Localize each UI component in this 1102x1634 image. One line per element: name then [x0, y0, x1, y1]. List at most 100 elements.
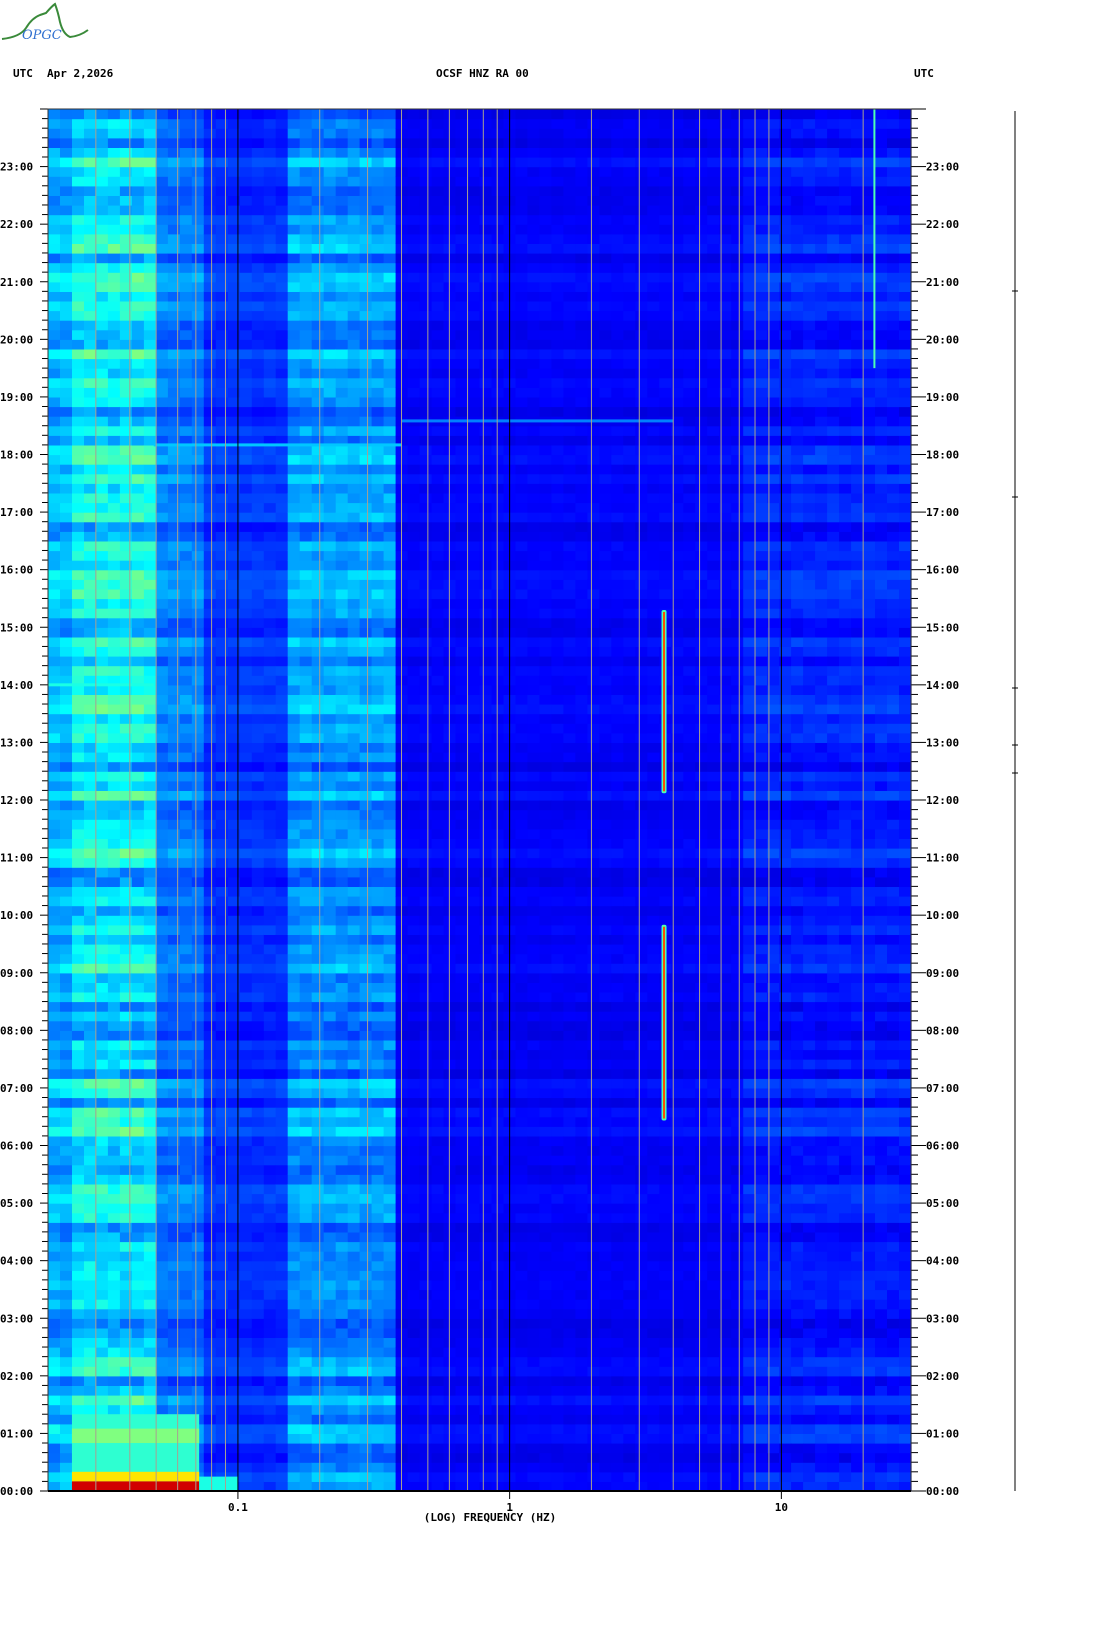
spectrogram-cell: [227, 569, 241, 580]
spectrogram-cell: [119, 963, 133, 974]
spectrogram-cell: [407, 483, 421, 494]
spectrogram-cell: [167, 1395, 181, 1406]
spectrogram-cell: [72, 195, 85, 206]
spectrogram-cell: [95, 732, 109, 743]
spectrogram-cell: [72, 1193, 85, 1204]
spectrogram-cell: [60, 492, 73, 504]
spectrogram-cell: [311, 1318, 325, 1329]
spectrogram-cell: [323, 1260, 337, 1271]
spectrogram-cell: [239, 483, 253, 494]
spectrogram-cell: [359, 1375, 373, 1386]
spectrogram-cell: [275, 1097, 289, 1108]
spectrogram-cell: [347, 1212, 361, 1223]
spectrogram-cell: [131, 780, 145, 791]
spectrogram-cell: [275, 1270, 289, 1281]
spectrogram-cell: [95, 684, 109, 695]
spectrogram-cell: [419, 396, 433, 408]
spectrogram-cell: [335, 1299, 349, 1310]
spectrogram-cell: [419, 1366, 433, 1377]
spectrogram-cell: [227, 176, 241, 187]
spectrogram-cell: [191, 224, 205, 235]
spectrogram-cell: [263, 1193, 277, 1204]
spectrogram-cell: [299, 1347, 313, 1358]
spectrogram-cell: [203, 1231, 217, 1243]
spectrogram-cell: [239, 406, 253, 417]
spectrogram-cell: [239, 1471, 253, 1482]
spectrogram-cell: [143, 1299, 157, 1310]
spectrogram-cell: [371, 1193, 385, 1204]
spectrogram-cell: [60, 444, 73, 456]
spectrogram-cell: [419, 694, 433, 705]
spectrogram-cell: [251, 972, 265, 983]
spectrogram-cell: [359, 963, 373, 974]
spectrogram-cell: [143, 281, 157, 292]
spectrogram-cell: [107, 684, 121, 695]
spectrogram-cell: [143, 1404, 157, 1415]
spectrogram-cell: [215, 109, 229, 120]
spectrogram-cell: [167, 1222, 181, 1233]
spectrogram-cell: [107, 675, 121, 686]
spectrogram-cell: [407, 1337, 421, 1348]
spectrogram-cell: [455, 828, 469, 839]
spectrogram-cell: [167, 848, 181, 859]
spectrogram-cell: [95, 253, 109, 264]
spectrogram-cell: [431, 1174, 445, 1185]
spectrogram-cell: [347, 1395, 361, 1406]
spectrogram-cell: [95, 1222, 109, 1233]
spectrogram-cell: [239, 262, 253, 273]
spectrogram-cell: [347, 560, 361, 571]
spectrogram-cell: [191, 838, 205, 849]
spectrogram-cell: [275, 128, 289, 139]
spectrogram-cell: [383, 1212, 397, 1223]
spectrogram-cell: [275, 1126, 289, 1137]
spectrogram-cell: [72, 924, 85, 935]
spectrogram-cell: [48, 1020, 61, 1031]
spectrogram-cell: [239, 1279, 253, 1291]
spectrogram-cell: [167, 579, 181, 590]
spectrogram-cell: [299, 934, 313, 945]
spectrogram-cell: [95, 368, 109, 379]
spectrogram-cell: [239, 953, 253, 964]
spectrogram-cell: [167, 1327, 181, 1338]
spectrogram-cell: [419, 157, 433, 168]
spectrogram-cell: [323, 118, 337, 129]
spectrogram-cell: [311, 1030, 325, 1041]
spectrogram-cell: [311, 1471, 325, 1482]
spectrogram-cell: [167, 300, 181, 312]
spectrogram-cell: [347, 1337, 361, 1348]
spectrogram-cell: [419, 1068, 433, 1079]
spectrogram-cell: [131, 195, 145, 206]
spectrogram-cell: [60, 224, 73, 235]
spectrogram-cell: [72, 991, 85, 1003]
spectrogram-cell: [95, 924, 109, 935]
spectrogram-cell: [203, 809, 217, 820]
spectrogram-cell: [263, 886, 277, 897]
spectrogram-cell: [287, 1308, 301, 1319]
spectrogram-cell: [119, 1107, 133, 1118]
spectrogram-cell: [287, 694, 301, 705]
spectrogram-cell: [299, 886, 313, 897]
spectrogram-cell: [155, 1404, 169, 1415]
spectrogram-cell: [311, 963, 325, 974]
spectrogram-cell: [347, 934, 361, 945]
spectrogram-cell: [48, 348, 61, 360]
spectrogram-cell: [239, 1337, 253, 1348]
spectrogram-cell: [143, 185, 157, 196]
spectrogram-cell: [60, 176, 73, 187]
spectrogram-cell: [239, 425, 253, 436]
spectrogram-cell: [167, 176, 181, 187]
spectrogram-cell: [407, 243, 421, 254]
spectrogram-cell: [383, 435, 397, 446]
spectrogram-cell: [311, 1212, 325, 1223]
spectrogram-cell: [84, 1183, 97, 1195]
spectrogram-cell: [371, 790, 385, 801]
spectrogram-cell: [227, 617, 241, 628]
spectrogram-cell: [431, 550, 445, 561]
spectrogram-cell: [419, 1030, 433, 1041]
spectrogram-cell: [251, 377, 265, 388]
spectrogram-cell: [48, 723, 61, 734]
spectrogram-cell: [299, 857, 313, 868]
spectrogram-cell: [359, 1212, 373, 1223]
spectrogram-cell: [419, 502, 433, 513]
spectrogram-cell: [407, 310, 421, 321]
